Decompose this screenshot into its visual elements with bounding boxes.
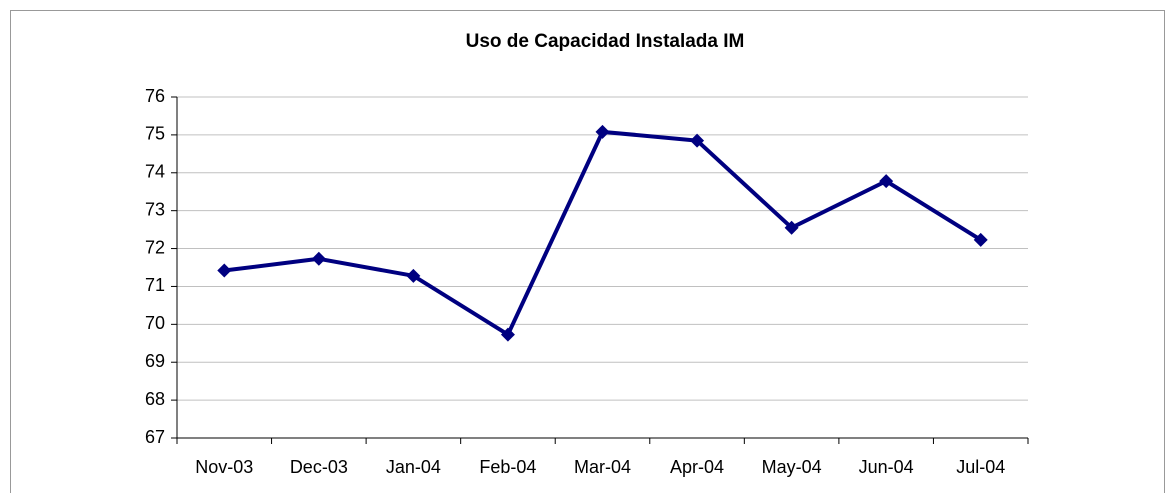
x-tick-label: May-04 [762,457,822,477]
data-marker [784,220,799,235]
x-tick-label: Feb-04 [479,457,536,477]
y-tick-label: 73 [145,199,165,219]
y-tick-label: 71 [145,275,165,295]
y-tick-label: 69 [145,351,165,371]
data-marker [690,133,705,148]
y-tick-label: 75 [145,124,165,144]
data-marker [595,124,610,139]
x-tick-label: Jun-04 [859,457,914,477]
y-tick-label: 68 [145,389,165,409]
x-tick-label: Nov-03 [195,457,253,477]
y-tick-label: 76 [145,86,165,106]
x-tick-label: Mar-04 [574,457,631,477]
x-tick-label: Jul-04 [956,457,1005,477]
x-tick-label: Dec-03 [290,457,348,477]
y-tick-label: 67 [145,427,165,447]
y-tick-label: 74 [145,162,165,182]
y-tick-label: 70 [145,313,165,333]
data-marker [879,174,894,189]
chart-title: Uso de Capacidad Instalada IM [466,31,745,52]
data-marker [217,263,232,278]
x-tick-label: Apr-04 [670,457,724,477]
data-marker [500,327,515,342]
y-tick-label: 72 [145,237,165,257]
data-marker [973,232,988,247]
data-marker [311,251,326,266]
x-tick-label: Jan-04 [386,457,441,477]
data-marker [406,268,421,283]
chart-frame [10,10,1165,493]
